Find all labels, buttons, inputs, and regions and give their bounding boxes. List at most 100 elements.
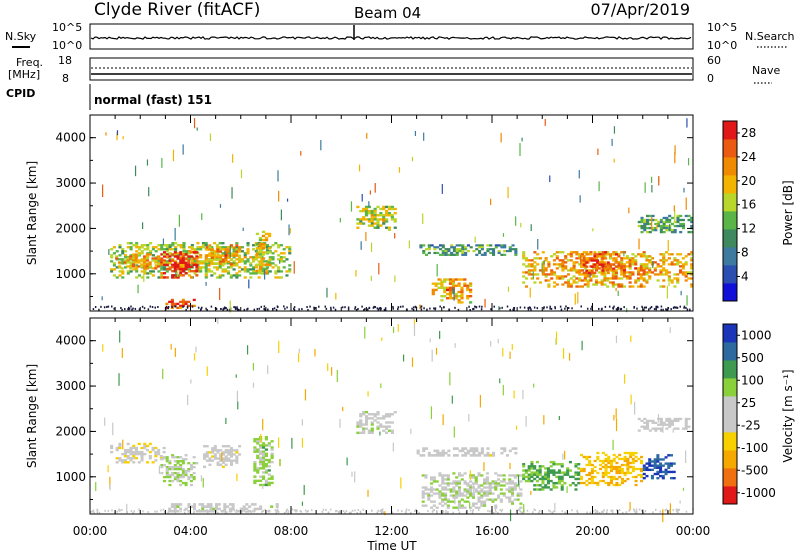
power-sparse-cell: [638, 238, 640, 250]
velocity-colorbar-tick-label: -100: [741, 441, 768, 455]
velocity-echo-cell: [654, 427, 658, 430]
velocity-echo-cell: [508, 498, 512, 501]
velocity-echo-cell: [422, 454, 426, 457]
power-noise-cell: [332, 306, 335, 309]
power-echo-cell: [364, 209, 369, 213]
power-noise-cell: [493, 305, 496, 308]
power-noise-cell: [132, 307, 134, 310]
power-echo-cell: [145, 263, 149, 266]
velocity-echo-cell: [640, 425, 644, 428]
power-echo-cell: [547, 263, 551, 266]
power-echo-cell: [443, 280, 447, 283]
power-echo-cell: [134, 257, 138, 260]
velocity-echo-cell: [253, 462, 257, 466]
power-echo-cell: [195, 251, 199, 254]
velocity-echo-cell: [552, 484, 556, 487]
velocity-echo-cell: [604, 463, 608, 467]
power-noise-cell: [685, 306, 687, 309]
velocity-echo-cell: [264, 444, 268, 447]
power-echo-cell: [196, 246, 200, 249]
power-echo-cell: [277, 258, 281, 261]
velocity-echo-cell: [634, 459, 638, 463]
power-echo-cell: [590, 265, 594, 268]
power-echo-cell: [575, 285, 579, 288]
velocity-echo-cell: [656, 460, 660, 463]
power-echo-cell: [235, 248, 239, 251]
cpid-value: normal (fast) 151: [94, 93, 212, 107]
velocity-echo-cell: [261, 442, 266, 445]
power-echo-cell: [541, 271, 545, 274]
velocity-echo-cell: [205, 459, 209, 462]
velocity-echo-cell: [505, 454, 510, 457]
velocity-echo-cell: [173, 464, 177, 467]
velocity-echo-cell: [676, 427, 680, 430]
power-sparse-cell: [549, 175, 551, 183]
power-echo-cell: [614, 273, 618, 276]
velocity-noise-cell: [677, 511, 679, 514]
velocity-echo-cell: [267, 469, 271, 472]
power-echo-cell: [252, 244, 256, 247]
power-echo-cell: [204, 274, 208, 277]
power-echo-cell: [387, 214, 392, 217]
velocity-echo-cell: [667, 470, 671, 474]
power-echo-cell: [600, 281, 604, 284]
velocity-echo-cell: [146, 444, 150, 448]
power-echo-cell: [425, 248, 429, 251]
velocity-echo-cell: [134, 457, 139, 460]
velocity-echo-cell: [356, 425, 360, 428]
power-echo-cell: [536, 277, 540, 280]
power-echo-cell: [530, 265, 534, 268]
velocity-echo-cell: [508, 480, 512, 483]
velocity-sparse-cell: [291, 437, 293, 449]
velocity-echo-cell: [599, 459, 603, 463]
velocity-echo-cell: [457, 494, 462, 497]
velocity-echo-cell: [626, 465, 630, 469]
velocity-colorbar-frame: [722, 323, 738, 505]
velocity-sparse-cell: [439, 330, 441, 339]
power-echo-cell: [547, 283, 551, 286]
velocity-echo-cell: [224, 451, 228, 454]
velocity-echo-cell: [165, 473, 169, 477]
velocity-echo-cell: [181, 460, 185, 463]
power-echo-cell: [232, 268, 236, 271]
velocity-echo-cell: [443, 502, 448, 505]
velocity-echo-cell: [555, 481, 559, 485]
power-echo-cell: [552, 263, 557, 266]
velocity-echo-cell: [435, 506, 439, 509]
velocity-echo-cell: [264, 435, 268, 439]
power-echo-cell: [267, 232, 272, 236]
power-echo-cell: [620, 269, 624, 272]
velocity-echo-cell: [485, 476, 489, 479]
velocity-echo-cell: [672, 470, 676, 474]
power-echo-cell: [593, 251, 597, 254]
power-echo-cell: [580, 279, 585, 282]
power-echo-cell: [170, 302, 174, 306]
velocity-echo-cell: [499, 480, 503, 483]
velocity-echo-cell: [224, 457, 228, 460]
power-sparse-cell: [674, 145, 676, 155]
nave-label: Nave: [752, 64, 780, 77]
velocity-colorbar-tick-label: 1000: [741, 328, 772, 342]
velocity-echo-cell: [566, 469, 570, 472]
power-echo-cell: [678, 261, 683, 264]
velocity-echo-cell: [452, 496, 456, 499]
power-echo-cell: [690, 230, 694, 234]
power-echo-cell: [277, 246, 281, 249]
power-noise-cell: [620, 307, 623, 310]
power-noise-cell: [309, 305, 311, 308]
power-echo-cell: [258, 245, 263, 248]
velocity-echo-cell: [267, 444, 271, 447]
velocity-echo-cell: [552, 469, 556, 472]
power-echo-cell: [648, 259, 652, 262]
velocity-echo-cell: [549, 469, 553, 472]
velocity-echo-cell: [211, 459, 215, 462]
velocity-echo-cell: [530, 460, 534, 464]
velocity-echo-cell: [444, 451, 448, 455]
power-noise-cell: [174, 305, 177, 308]
power-echo-cell: [364, 211, 369, 215]
velocity-noise-cell: [162, 508, 165, 511]
velocity-echo-patch: [637, 417, 691, 432]
power-echo-cell: [188, 268, 192, 271]
velocity-echo-cell: [457, 502, 462, 505]
power-echo-cell: [522, 255, 526, 258]
